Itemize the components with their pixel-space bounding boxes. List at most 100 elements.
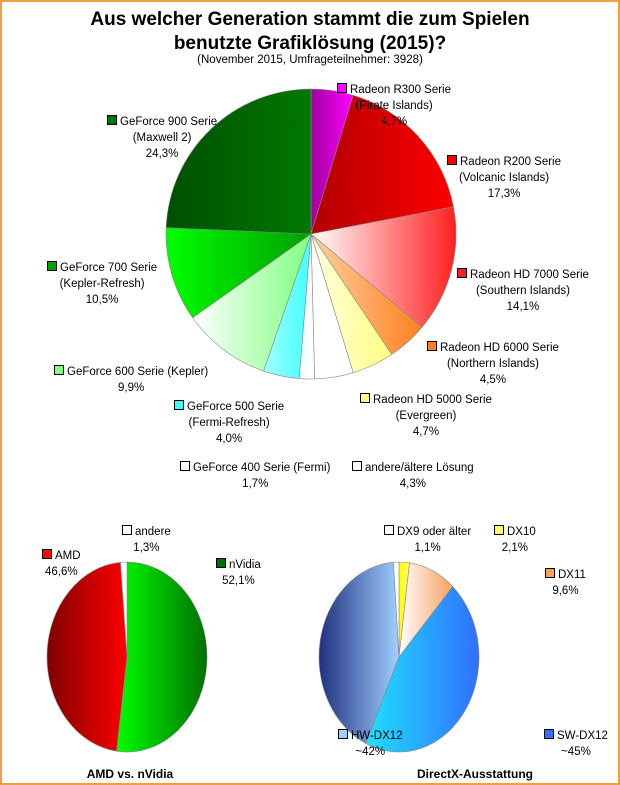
pie-slice <box>310 206 457 328</box>
slice-value: 4,7% <box>380 116 408 128</box>
legend-swatch <box>42 549 52 559</box>
slice-label: GeForce 400 Serie (Fermi) 1,7% <box>180 460 330 492</box>
slice-subname: (Maxwell 2) <box>132 132 192 144</box>
slice-value: ~45% <box>561 746 591 758</box>
legend-swatch <box>545 568 555 578</box>
pie-slice <box>393 561 400 658</box>
slice-value: 4,3% <box>399 478 426 490</box>
slice-subname: (Northern Islands) <box>446 358 539 370</box>
slice-value: 24,3% <box>145 148 179 160</box>
slice-label: Radeon HD 7000 Serie (Southern Islands) 14… <box>457 267 589 315</box>
slice-name: andere <box>135 526 171 538</box>
legend-swatch <box>338 729 348 739</box>
legend-swatch <box>107 115 117 125</box>
slice-name: GeForce 900 Serie <box>120 116 218 128</box>
slice-value: 4,7% <box>412 426 440 438</box>
legend-swatch <box>174 400 184 410</box>
slice-label: HW-DX12 ~42% <box>338 728 403 760</box>
slice-value: 17,3% <box>487 188 521 200</box>
pie-slice <box>165 227 312 319</box>
slice-name: HW-DX12 <box>351 730 403 742</box>
title-line-2: benutzte Grafiklösung (2015)? <box>173 33 447 54</box>
slice-label: nVidia 52,1% <box>216 557 261 589</box>
slice-label: Radeon HD 5000 Serie (Evergreen) 4,7% <box>360 392 492 440</box>
legend-swatch <box>447 155 457 165</box>
slice-subname: (Fermi-Refresh) <box>188 417 270 429</box>
slice-name: GeForce 700 Serie <box>60 262 158 274</box>
slice-name: GeForce 400 Serie (Fermi) <box>193 462 331 474</box>
pie-slice <box>46 561 128 752</box>
slice-label: Radeon R200 Serie (Volcanic Islands) 17,3% <box>447 154 561 202</box>
slice-name: DX10 <box>507 526 536 538</box>
slice-label: andere 1,3% <box>122 524 171 556</box>
slice-name: SW-DX12 <box>557 730 608 742</box>
slice-value: ~42% <box>355 746 386 758</box>
pie-slice <box>310 94 454 235</box>
directx-title: DirectX-Ausstattung <box>416 767 533 781</box>
slice-value: 52,1% <box>222 575 255 587</box>
legend-swatch <box>216 558 226 568</box>
slice-name: Radeon R300 Serie <box>350 84 452 96</box>
slice-value: 9,9% <box>118 382 145 394</box>
legend-swatch <box>544 729 554 739</box>
legend-swatch <box>54 365 64 375</box>
slice-subname: (Southern Islands) <box>475 285 570 297</box>
slice-label: SW-DX12 ~45% <box>544 728 608 760</box>
slice-name: Radeon HD 7000 Serie <box>470 269 589 281</box>
slice-subname: (Pirate Islands) <box>355 100 433 112</box>
slice-value: 10,5% <box>85 294 119 306</box>
chart-title: Aus welcher Generation stammt die zum Sp… <box>2 8 618 56</box>
slice-value: 1,1% <box>414 542 441 554</box>
slice-label: GeForce 600 Serie (Kepler) 9,9% <box>54 364 208 396</box>
pie-slice <box>192 233 312 372</box>
legend-swatch <box>352 461 362 471</box>
slice-name: DX9 oder älter <box>397 526 472 538</box>
slice-name: andere/ältere Lösung <box>365 462 474 474</box>
pie-slice <box>318 561 400 744</box>
legend-swatch <box>384 525 394 535</box>
slice-name: GeForce 500 Serie <box>187 401 285 413</box>
title-line-1: Aus welcher Generation stammt die zum Sp… <box>90 9 530 30</box>
slice-label: Radeon HD 6000 Serie (Northern Islands) 4,… <box>427 340 559 388</box>
slice-name: Radeon HD 5000 Serie <box>373 394 492 406</box>
slice-name: AMD <box>55 550 81 562</box>
slice-label: DX10 2,1% <box>494 524 536 556</box>
legend-swatch <box>427 341 437 351</box>
slice-name: Radeon HD 6000 Serie <box>440 342 559 354</box>
legend-swatch <box>180 461 190 471</box>
slice-name: DX11 <box>558 569 586 581</box>
slice-value: 1,3% <box>133 542 160 554</box>
slice-value: 14,1% <box>506 301 540 313</box>
slice-label: Radeon R300 Serie (Pirate Islands) 4,7% <box>337 82 451 130</box>
legend-swatch <box>337 83 347 93</box>
slice-name: Radeon R200 Serie <box>460 156 562 168</box>
slice-label: GeForce 700 Serie (Kepler-Refresh) 10,5% <box>47 260 157 308</box>
slice-name: nVidia <box>229 559 261 571</box>
legend-swatch <box>457 268 467 278</box>
slice-label: DX9 oder älter 1,1% <box>384 524 471 556</box>
chart-subtitle: (November 2015, Umfrageteilnehmer: 3928) <box>197 54 423 66</box>
slice-subname: (Kepler-Refresh) <box>59 278 145 290</box>
pie-slice <box>116 561 208 753</box>
slice-label: GeForce 900 Serie (Maxwell 2) 24,3% <box>107 114 217 162</box>
slice-value: 4,0% <box>215 433 243 445</box>
slice-value: 9,6% <box>552 585 579 597</box>
slice-value: 4,5% <box>479 374 507 386</box>
legend-swatch <box>122 525 132 535</box>
slice-label: DX11 9,6% <box>545 567 586 599</box>
slice-label: AMD 46,6% <box>42 548 81 580</box>
pie-slice <box>365 586 480 753</box>
amd-nvidia-title: AMD vs. nVidia <box>86 767 174 781</box>
legend-swatch <box>494 525 504 535</box>
legend-swatch <box>360 393 370 403</box>
slice-value: 46,6% <box>44 566 78 578</box>
pie-slice <box>120 561 128 658</box>
slice-subname: (Evergreen) <box>395 410 457 422</box>
slice-label: GeForce 500 Serie (Fermi-Refresh) 4,0% <box>174 399 284 447</box>
pie-slice <box>165 88 312 235</box>
slice-subname: (Volcanic Islands) <box>458 172 550 184</box>
slice-value: 2,1% <box>501 542 528 554</box>
slice-name: GeForce 600 Serie (Kepler) <box>67 366 209 378</box>
